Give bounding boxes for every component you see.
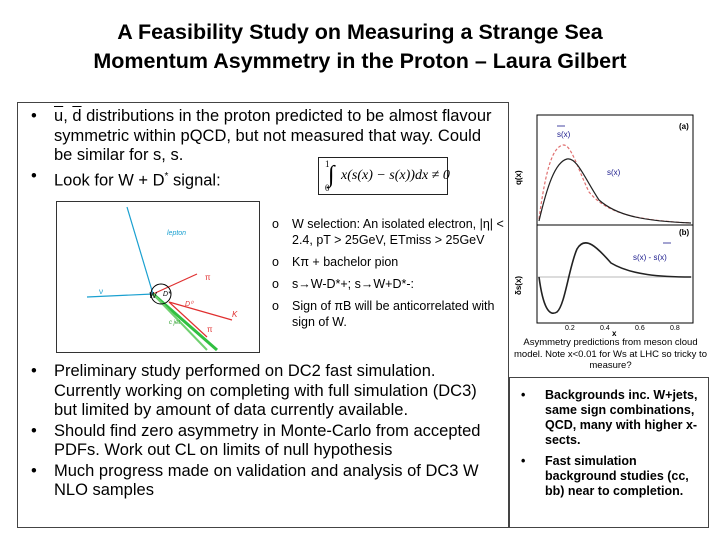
selection-item: W selection: An isolated electron, |η| <…: [270, 216, 508, 248]
backgrounds-list: Backgrounds inc. W+jets, same sign combi…: [512, 388, 707, 505]
backgrounds-item: Backgrounds inc. W+jets, same sign combi…: [512, 388, 707, 448]
panel-b-label: (b): [679, 228, 690, 237]
bullet-signal: Look for W + D* signal:: [18, 167, 503, 191]
asymmetry-formula: 1 ∫ 0 x(s(x) − s(x))dx ≠ 0: [318, 157, 450, 195]
label-pi-2: π: [207, 325, 213, 334]
legend-sbar: s(x): [557, 130, 571, 139]
label-cjet: c jet: [169, 320, 180, 326]
integral-lower-limit: 0: [325, 183, 330, 193]
selection-list: W selection: An isolated electron, |η| <…: [270, 216, 508, 336]
slide-title: A Feasibility Study on Measuring a Stran…: [0, 18, 720, 76]
title-line-2: Momentum Asymmetry in the Proton – Laura…: [93, 49, 627, 73]
bottom-bullet-list: Preliminary study performed on DC2 fast …: [18, 362, 503, 502]
wd-vertex-circle: [150, 283, 172, 305]
formula-expression: x(s(x) − s(x))dx ≠ 0: [341, 168, 450, 183]
pion-track-2: [168, 301, 208, 338]
label-lepton: lepton: [167, 230, 186, 237]
backgrounds-box: [509, 377, 709, 528]
label-K: K: [232, 310, 238, 319]
panel-b-frame: [536, 224, 694, 324]
ylabel-a: q(x): [514, 170, 523, 185]
label-W: W: [149, 291, 158, 300]
curve-sbar: [538, 144, 692, 224]
kaon-track: [168, 301, 233, 321]
pion-track-1: [152, 273, 198, 295]
bullet-signal-sup: *: [164, 170, 169, 182]
label-Dstar: D*: [163, 291, 171, 298]
u-bar: u: [54, 107, 64, 125]
neutrino-track: [86, 293, 154, 298]
xtick-label: 0.6: [635, 325, 645, 332]
legend-s: s(x): [607, 168, 621, 177]
xtick-label: 0.8: [670, 325, 680, 332]
label-pi-1: π: [205, 273, 211, 282]
plot-caption: Asymmetry predictions from meson cloud m…: [514, 337, 707, 371]
backgrounds-item: Fast simulation background studies (cc, …: [512, 454, 707, 499]
selection-item: Sign of πB will be anticorrelated with s…: [270, 298, 508, 330]
bullet-distributions: u, d distributions in the proton predict…: [18, 107, 503, 166]
bullet-preliminary: Preliminary study performed on DC2 fast …: [18, 362, 503, 421]
label-nu: ν: [99, 287, 103, 296]
event-diagram: lepton ν W D* D⁰ π K π c jet: [56, 201, 260, 353]
integral-sign: ∫: [328, 162, 335, 188]
title-line-1: A Feasibility Study on Measuring a Stran…: [117, 20, 603, 44]
curve-s: [538, 158, 692, 224]
curve-diff: [538, 242, 692, 314]
legend-diff: s(x) - s(x): [633, 253, 667, 262]
bullet-zero-asymmetry: Should find zero asymmetry in Monte-Carl…: [18, 422, 503, 461]
xlabel: x: [612, 329, 617, 337]
selection-item: s→W-D*+; s→W+D*-:: [270, 276, 508, 292]
panel-a-label: (a): [679, 122, 689, 131]
label-D0: D⁰: [185, 300, 194, 308]
c-jet-cone-2: [152, 293, 208, 351]
selection-item: Kπ + bachelor pion: [270, 254, 508, 270]
bullet-signal-text: Look for W + D: [54, 171, 165, 189]
ylabel-b: δs(x): [514, 276, 523, 295]
d-bar: d: [72, 107, 82, 125]
integral-upper-limit: 1: [325, 159, 330, 169]
bullet-signal-post: signal:: [168, 171, 221, 189]
lepton-track: [126, 206, 154, 295]
bullet-distributions-text: distributions in the proton predicted to…: [54, 107, 492, 164]
top-bullet-list: u, d distributions in the proton predict…: [18, 107, 503, 192]
xtick-label: 0.4: [600, 325, 610, 332]
asymmetry-plot-svg: (a) (b) q(x) δs(x) x s(x) s(x) s(x) - s(…: [514, 114, 694, 338]
asymmetry-plot: (a) (b) q(x) δs(x) x s(x) s(x) s(x) - s(…: [511, 107, 706, 338]
comma: ,: [63, 107, 73, 125]
event-diagram-svg: lepton ν W D* D⁰ π K π c jet: [86, 206, 238, 352]
main-content-box: [17, 102, 509, 528]
bullet-progress: Much progress made on validation and ana…: [18, 462, 503, 501]
xtick-label: 0.2: [565, 325, 575, 332]
